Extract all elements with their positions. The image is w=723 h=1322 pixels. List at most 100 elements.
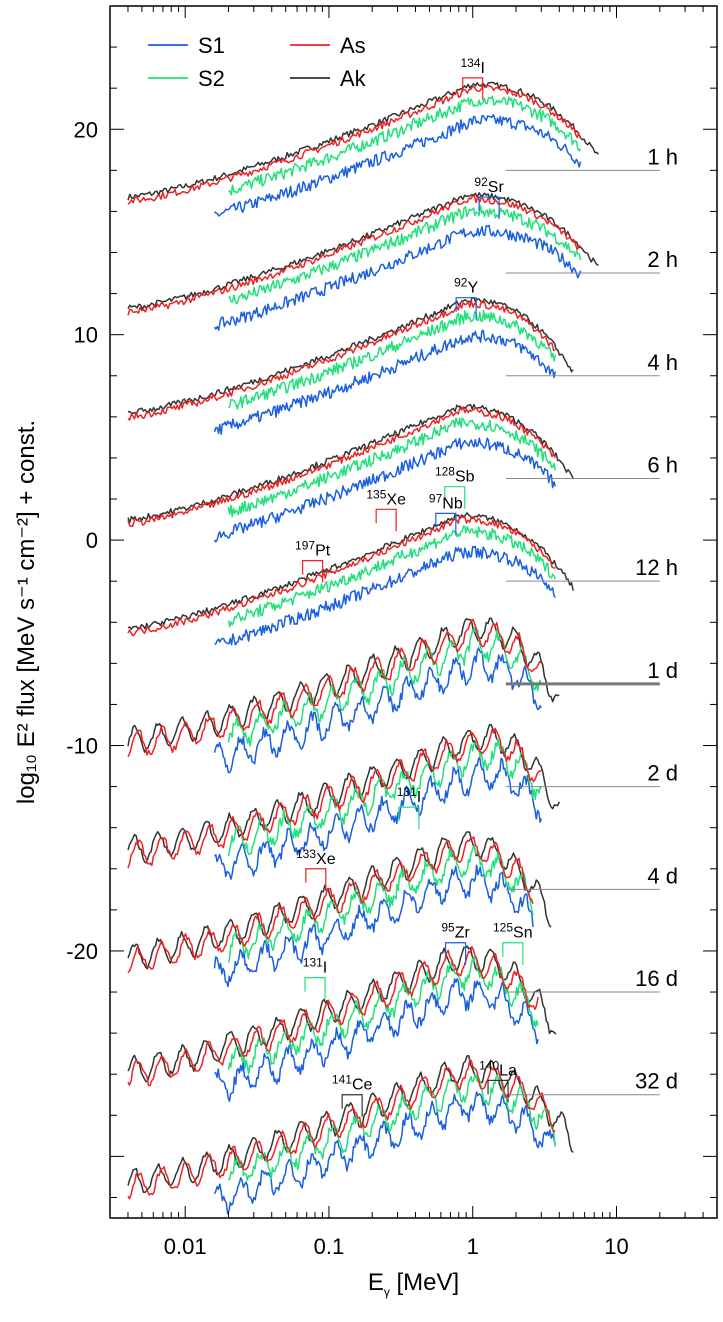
series-as-line	[127, 727, 542, 869]
series-as-line	[127, 1058, 556, 1200]
series-s1-line	[214, 545, 556, 646]
epoch-group	[127, 192, 599, 331]
series-s1-line	[213, 756, 543, 880]
annotation-bracket	[398, 806, 420, 830]
epoch-label: 1 d	[647, 658, 678, 683]
legend-label: As	[340, 33, 366, 58]
series-s1-line	[213, 647, 542, 774]
annotation-bracket	[302, 560, 324, 583]
series-ak-line	[127, 831, 552, 970]
epoch-group	[127, 831, 552, 988]
annotation-label: 95Zr	[441, 921, 470, 942]
epoch-group	[127, 296, 574, 436]
epoch-label: 16 d	[635, 966, 678, 991]
epoch-group	[127, 81, 600, 217]
epoch-label: 32 d	[635, 1069, 678, 1094]
series-layer	[127, 81, 600, 1215]
isotope-annotation: 92Sr	[474, 175, 504, 220]
baseline-layer: 1 h 2 h 4 h 6 h 12 h 1 d 2 d 4 d 16 d 32 d	[505, 144, 678, 1096]
isotope-annotation: 131I	[397, 785, 421, 830]
y-tick-label: -20	[66, 939, 98, 964]
annotation-label: 131I	[303, 956, 327, 977]
legend-item-s2: S2	[148, 66, 225, 91]
epoch-group	[127, 617, 560, 774]
annotation-label: 92Y	[454, 276, 478, 297]
isotope-annotation: 197Pt	[295, 539, 331, 583]
series-as-line	[127, 515, 556, 637]
legend-item-ak: Ak	[290, 66, 367, 91]
x-tick-label: 0.01	[164, 1234, 207, 1259]
legend-label: S1	[198, 33, 225, 58]
legend: S1 S2 As Ak	[148, 33, 367, 91]
series-s2-line	[228, 309, 557, 410]
series-ak-line	[127, 1055, 574, 1194]
annotation-layer: 134I 92Sr 92Y 128Sb 135Xe 97Nb 197Pt 131I 133Xe 9…	[295, 56, 533, 1117]
x-tick-label: 1	[467, 1234, 479, 1259]
annotation-bracket	[455, 297, 477, 320]
epoch-group	[127, 945, 557, 1102]
epoch-group	[127, 723, 560, 880]
y-tick-label: 10	[74, 323, 98, 348]
series-ak-line	[127, 945, 557, 1083]
y-axis-title: log₁₀ E² flux [MeV s⁻¹ cm⁻²] + const.	[13, 420, 40, 804]
series-as-line	[127, 84, 582, 205]
annotation-bracket	[305, 868, 327, 891]
legend-item-s1: S1	[148, 33, 225, 58]
series-s2-line	[227, 626, 543, 747]
x-tick-label: 0.1	[314, 1234, 345, 1259]
isotope-annotation: 97Nb	[429, 491, 463, 536]
series-s2-line	[227, 417, 557, 518]
series-s1-line	[213, 437, 557, 543]
series-as-line	[127, 836, 534, 974]
annotation-label: 134I	[460, 56, 484, 77]
annotation-bracket	[375, 508, 397, 532]
tick-layer: 0.01 0.1 1 10 20 10 0 -10 -20	[66, 5, 718, 1259]
annotation-label: 97Nb	[429, 491, 463, 512]
series-s1-line	[213, 114, 582, 217]
annotation-bracket	[487, 1079, 509, 1103]
isotope-annotation: 92Y	[454, 276, 478, 320]
series-s1-line	[213, 224, 582, 331]
annotation-bracket	[341, 1094, 363, 1117]
series-s2-line	[228, 204, 582, 305]
legend-label: Ak	[340, 66, 367, 91]
isotope-annotation: 131I	[303, 956, 327, 1000]
annotation-bracket	[435, 512, 457, 536]
epoch-label: 2 h	[647, 247, 678, 272]
y-tick-label: -10	[66, 734, 98, 759]
epoch-label: 2 d	[647, 761, 678, 786]
series-s1-line	[213, 329, 557, 436]
annotation-label: 125Sn	[493, 921, 533, 942]
plot-frame	[109, 5, 718, 1219]
y-tick-label: 0	[86, 528, 98, 553]
isotope-annotation: 95Zr	[441, 921, 470, 965]
epoch-label: 1 h	[647, 144, 678, 169]
annotation-bracket	[502, 942, 524, 965]
annotation-label: 140La	[479, 1058, 517, 1079]
legend-item-as: As	[290, 33, 366, 58]
epoch-label: 6 h	[647, 452, 678, 477]
isotope-annotation: 140La	[479, 1058, 517, 1103]
isotope-annotation: 134I	[460, 56, 485, 100]
x-tick-label: 10	[604, 1234, 628, 1259]
series-ak-line	[127, 296, 574, 415]
annotation-bracket	[462, 77, 484, 100]
series-s1-line	[213, 1091, 557, 1215]
annotation-label: 133Xe	[296, 847, 336, 868]
isotope-annotation: 141Ce	[332, 1073, 372, 1117]
series-s1-line	[214, 978, 539, 1102]
epoch-group	[127, 1055, 574, 1215]
y-tick-label: 20	[74, 117, 98, 142]
series-s2-line	[227, 525, 556, 628]
epoch-label: 4 h	[647, 350, 678, 375]
series-as-line	[127, 195, 581, 316]
annotation-label: 92Sr	[474, 175, 504, 196]
isotope-annotation: 125Sn	[493, 921, 533, 965]
annotation-label: 128Sb	[435, 465, 475, 486]
series-s2-line	[228, 95, 582, 196]
epoch-group	[127, 512, 574, 646]
epoch-label: 4 d	[647, 863, 678, 888]
series-as-line	[127, 618, 542, 758]
annotation-bracket	[478, 196, 500, 220]
